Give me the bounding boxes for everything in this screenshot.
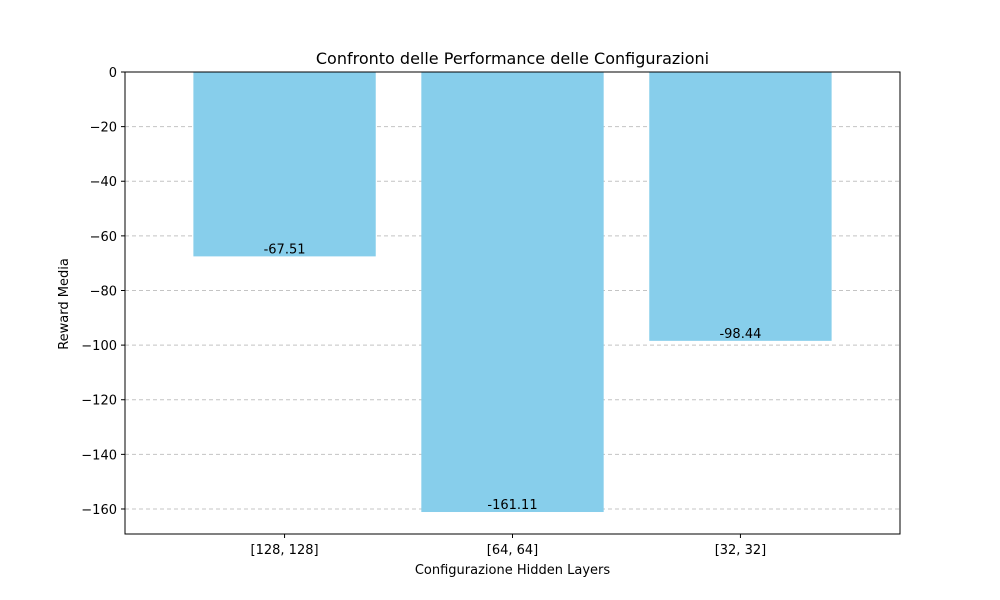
bar — [649, 72, 832, 341]
x-tick-label: [64, 64] — [487, 543, 539, 558]
bar — [421, 72, 604, 513]
y-tick-label: −100 — [81, 339, 117, 354]
x-axis-ticks: [128, 128] [64, 64] [32, 32] — [251, 534, 767, 558]
y-tick-label: −20 — [90, 121, 117, 136]
y-axis-label: Reward Media — [57, 258, 72, 350]
plot-frame — [124, 71, 901, 535]
y-tick-label: 0 — [109, 66, 117, 81]
bars — [193, 72, 832, 513]
y-tick-label: −60 — [90, 230, 117, 245]
y-axis-ticks: 0 −20 −40 −60 −80 −100 −120 −140 −160 — [81, 66, 125, 518]
y-tick-label: −140 — [81, 448, 117, 463]
x-axis-label: Configurazione Hidden Layers — [415, 563, 611, 578]
y-tick-label: −80 — [90, 284, 117, 299]
bar-value-label: -161.11 — [487, 498, 537, 513]
x-tick-label: [32, 32] — [715, 543, 767, 558]
y-tick-label: −40 — [90, 175, 117, 190]
y-tick-label: −160 — [81, 503, 117, 518]
x-tick-label: [128, 128] — [251, 543, 319, 558]
bar — [193, 72, 376, 257]
chart-title: Confronto delle Performance delle Config… — [316, 49, 709, 68]
bar-value-labels: -67.51 -161.11 -98.44 — [264, 242, 762, 513]
bar-value-label: -67.51 — [264, 242, 306, 257]
bar-value-label: -98.44 — [719, 327, 761, 342]
y-tick-label: −120 — [81, 394, 117, 409]
